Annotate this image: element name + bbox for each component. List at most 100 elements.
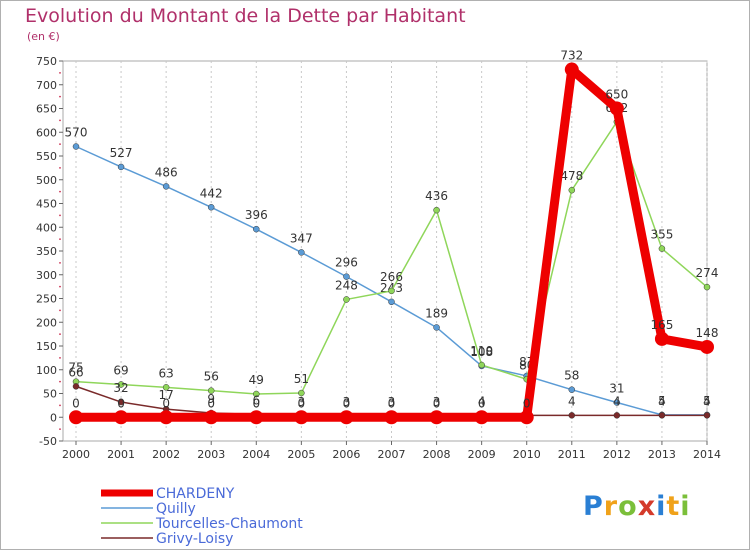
- y-tick-label: 750: [36, 55, 57, 68]
- data-point-tourcelles-chaumont: [162, 384, 170, 391]
- x-tick-label: 2005: [287, 448, 315, 461]
- data-label-chardeny: 165: [650, 318, 673, 332]
- logo-letter: t: [666, 491, 681, 522]
- data-label-chardeny: 0: [162, 396, 170, 410]
- y-tick-label: 250: [36, 293, 57, 306]
- data-label-grivy-loisy: 66: [68, 365, 83, 379]
- data-label-tourcelles-chaumont: 478: [560, 169, 583, 183]
- proxiti-logo: Proxiti: [583, 491, 691, 522]
- data-label-tourcelles-chaumont: 49: [249, 373, 264, 387]
- x-tick-label: 2014: [693, 448, 721, 461]
- data-label-chardeny: 0: [252, 396, 260, 410]
- data-label-quilly: 527: [110, 146, 133, 160]
- y-minor-dot: [59, 428, 61, 431]
- y-minor-dot: [59, 238, 61, 241]
- logo-letter: x: [637, 491, 657, 522]
- y-tick-label: 100: [36, 364, 57, 377]
- data-label-tourcelles-chaumont: 56: [204, 370, 219, 384]
- y-tick-label: 700: [36, 79, 57, 92]
- x-tick-label: 2013: [648, 448, 676, 461]
- logo-letter: o: [618, 491, 638, 522]
- data-label-chardeny: 0: [207, 396, 215, 410]
- data-label-quilly: 396: [245, 208, 268, 222]
- y-minor-dot: [59, 404, 61, 407]
- data-label-tourcelles-chaumont: 51: [294, 372, 309, 386]
- logo-letter: i: [656, 491, 667, 522]
- data-point-tourcelles-chaumont: [433, 206, 440, 214]
- data-point-chardeny: [69, 410, 83, 425]
- data-point-grivy-loisy: [117, 398, 125, 406]
- data-point-quilly: [72, 143, 80, 150]
- data-point-grivy-loisy: [72, 383, 80, 390]
- y-minor-dot: [59, 380, 61, 383]
- x-tick-label: 2007: [378, 448, 406, 461]
- data-point-chardeny: [519, 410, 534, 425]
- data-label-chardeny: 0: [388, 396, 396, 410]
- data-point-tourcelles-chaumont: [117, 381, 125, 388]
- data-point-chardeny: [474, 410, 489, 425]
- data-label-chardeny: 148: [696, 326, 719, 340]
- data-point-quilly: [433, 324, 440, 331]
- data-label-tourcelles-chaumont: 355: [650, 228, 673, 242]
- y-minor-dot: [59, 309, 61, 312]
- data-point-quilly: [568, 386, 576, 393]
- data-label-tourcelles-chaumont: 110: [470, 344, 493, 358]
- data-point-quilly: [117, 163, 125, 171]
- data-point-grivy-loisy: [568, 412, 576, 419]
- chart-unit: (en €): [27, 30, 60, 43]
- y-tick-label: 550: [36, 150, 57, 163]
- data-label-grivy-loisy: 4: [568, 394, 576, 408]
- data-point-tourcelles-chaumont: [388, 287, 395, 295]
- data-label-grivy-loisy: 3: [388, 395, 396, 409]
- data-point-chardeny: [294, 410, 309, 425]
- data-point-chardeny: [609, 101, 624, 116]
- data-label-chardeny: 0: [72, 396, 80, 410]
- data-label-tourcelles-chaumont: 274: [696, 266, 719, 280]
- y-tick-label: 500: [36, 174, 57, 187]
- y-tick-label: 350: [36, 245, 57, 258]
- data-point-quilly: [207, 204, 215, 211]
- data-label-grivy-loisy: 3: [433, 395, 441, 409]
- x-tick-label: 2002: [152, 448, 180, 461]
- data-label-grivy-loisy: 32: [113, 381, 128, 395]
- data-label-tourcelles-chaumont: 63: [159, 366, 174, 380]
- data-point-quilly: [388, 298, 395, 306]
- chart-title: Evolution du Montant de la Dette par Hab…: [25, 5, 466, 27]
- data-point-quilly: [613, 399, 621, 406]
- x-tick-label: 2001: [107, 448, 135, 461]
- y-minor-dot: [59, 143, 61, 146]
- x-tick-label: 2011: [558, 448, 586, 461]
- data-label-grivy-loisy: 4: [478, 394, 486, 408]
- data-point-quilly: [253, 225, 260, 233]
- legend-label-tourcelles-chaumont: Tourcelles-Chaumont: [155, 516, 303, 532]
- data-label-tourcelles-chaumont: 69: [113, 363, 128, 377]
- data-label-quilly: 58: [564, 369, 579, 383]
- data-point-grivy-loisy: [658, 412, 666, 419]
- y-tick-label: 200: [36, 316, 57, 329]
- data-label-tourcelles-chaumont: 248: [335, 278, 358, 292]
- data-label-tourcelles-chaumont: 266: [380, 270, 403, 284]
- y-minor-dot: [59, 356, 61, 359]
- data-point-chardeny: [249, 410, 264, 425]
- data-label-chardeny: 650: [605, 88, 628, 102]
- x-tick-label: 2003: [197, 448, 225, 461]
- data-point-quilly: [162, 183, 170, 190]
- data-point-chardeny: [384, 410, 399, 425]
- logo-letter: i: [680, 491, 691, 522]
- y-tick-label: 300: [36, 269, 57, 282]
- data-label-grivy-loisy: 4: [658, 394, 666, 408]
- data-label-quilly: 486: [155, 165, 178, 179]
- data-label-quilly: 570: [65, 126, 88, 140]
- y-tick-label: 50: [43, 388, 57, 401]
- y-minor-dot: [59, 95, 61, 98]
- data-label-chardeny: 0: [478, 396, 486, 410]
- data-label-chardeny: 0: [298, 396, 306, 410]
- data-point-chardeny: [654, 331, 669, 346]
- data-point-tourcelles-chaumont: [478, 361, 485, 369]
- data-label-grivy-loisy: 6: [252, 393, 260, 407]
- data-point-chardeny: [114, 410, 129, 425]
- data-point-tourcelles-chaumont: [658, 245, 666, 252]
- data-label-grivy-loisy: 3: [298, 395, 306, 409]
